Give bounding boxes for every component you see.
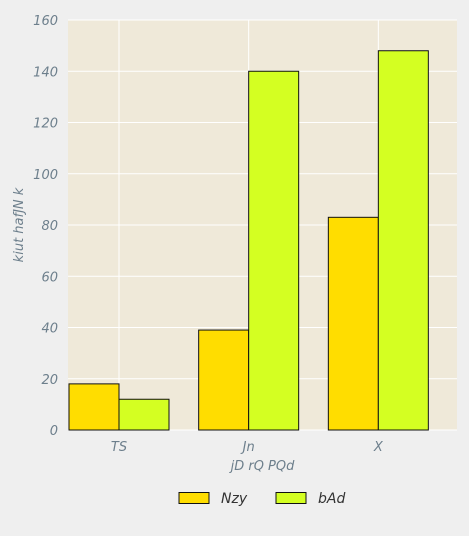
bar-Nzy-X <box>327 216 379 431</box>
bar-bAd-X <box>377 50 429 431</box>
bars <box>68 50 429 431</box>
y-tick-label: 60 <box>41 270 58 285</box>
x-tick-label: Jn <box>240 440 255 455</box>
y-axis-title: kiut hafJN k <box>12 187 27 262</box>
y-axis-ticks: 0 20 40 60 80 100 120 140 160 <box>33 14 58 439</box>
y-tick-label: 20 <box>41 373 58 388</box>
y-tick-label: 100 <box>33 168 58 183</box>
bar-bAd-Jn <box>248 70 300 431</box>
x-axis-ticks: TS Jn X <box>111 440 384 455</box>
y-tick-label: 80 <box>41 219 58 234</box>
x-axis-title: jD rQ PQd <box>229 459 296 474</box>
y-tick-label: 40 <box>41 322 58 337</box>
x-tick-label: X <box>373 440 384 455</box>
legend-label: Nzy <box>221 491 248 507</box>
legend-label: bAd <box>318 491 345 507</box>
legend: Nzy bAd <box>178 491 345 507</box>
bar-Nzy-Jn <box>198 329 250 431</box>
y-tick-label: 120 <box>33 117 58 132</box>
y-tick-label: 0 <box>50 424 58 439</box>
legend-swatch-Nzy <box>178 492 210 504</box>
x-tick-label: TS <box>111 440 127 455</box>
legend-swatch-bAd <box>275 492 307 504</box>
bar-bAd-TS <box>118 398 170 431</box>
y-tick-label: 140 <box>33 65 58 80</box>
y-tick-label: 160 <box>33 14 58 29</box>
bar-Nzy-TS <box>68 383 120 431</box>
